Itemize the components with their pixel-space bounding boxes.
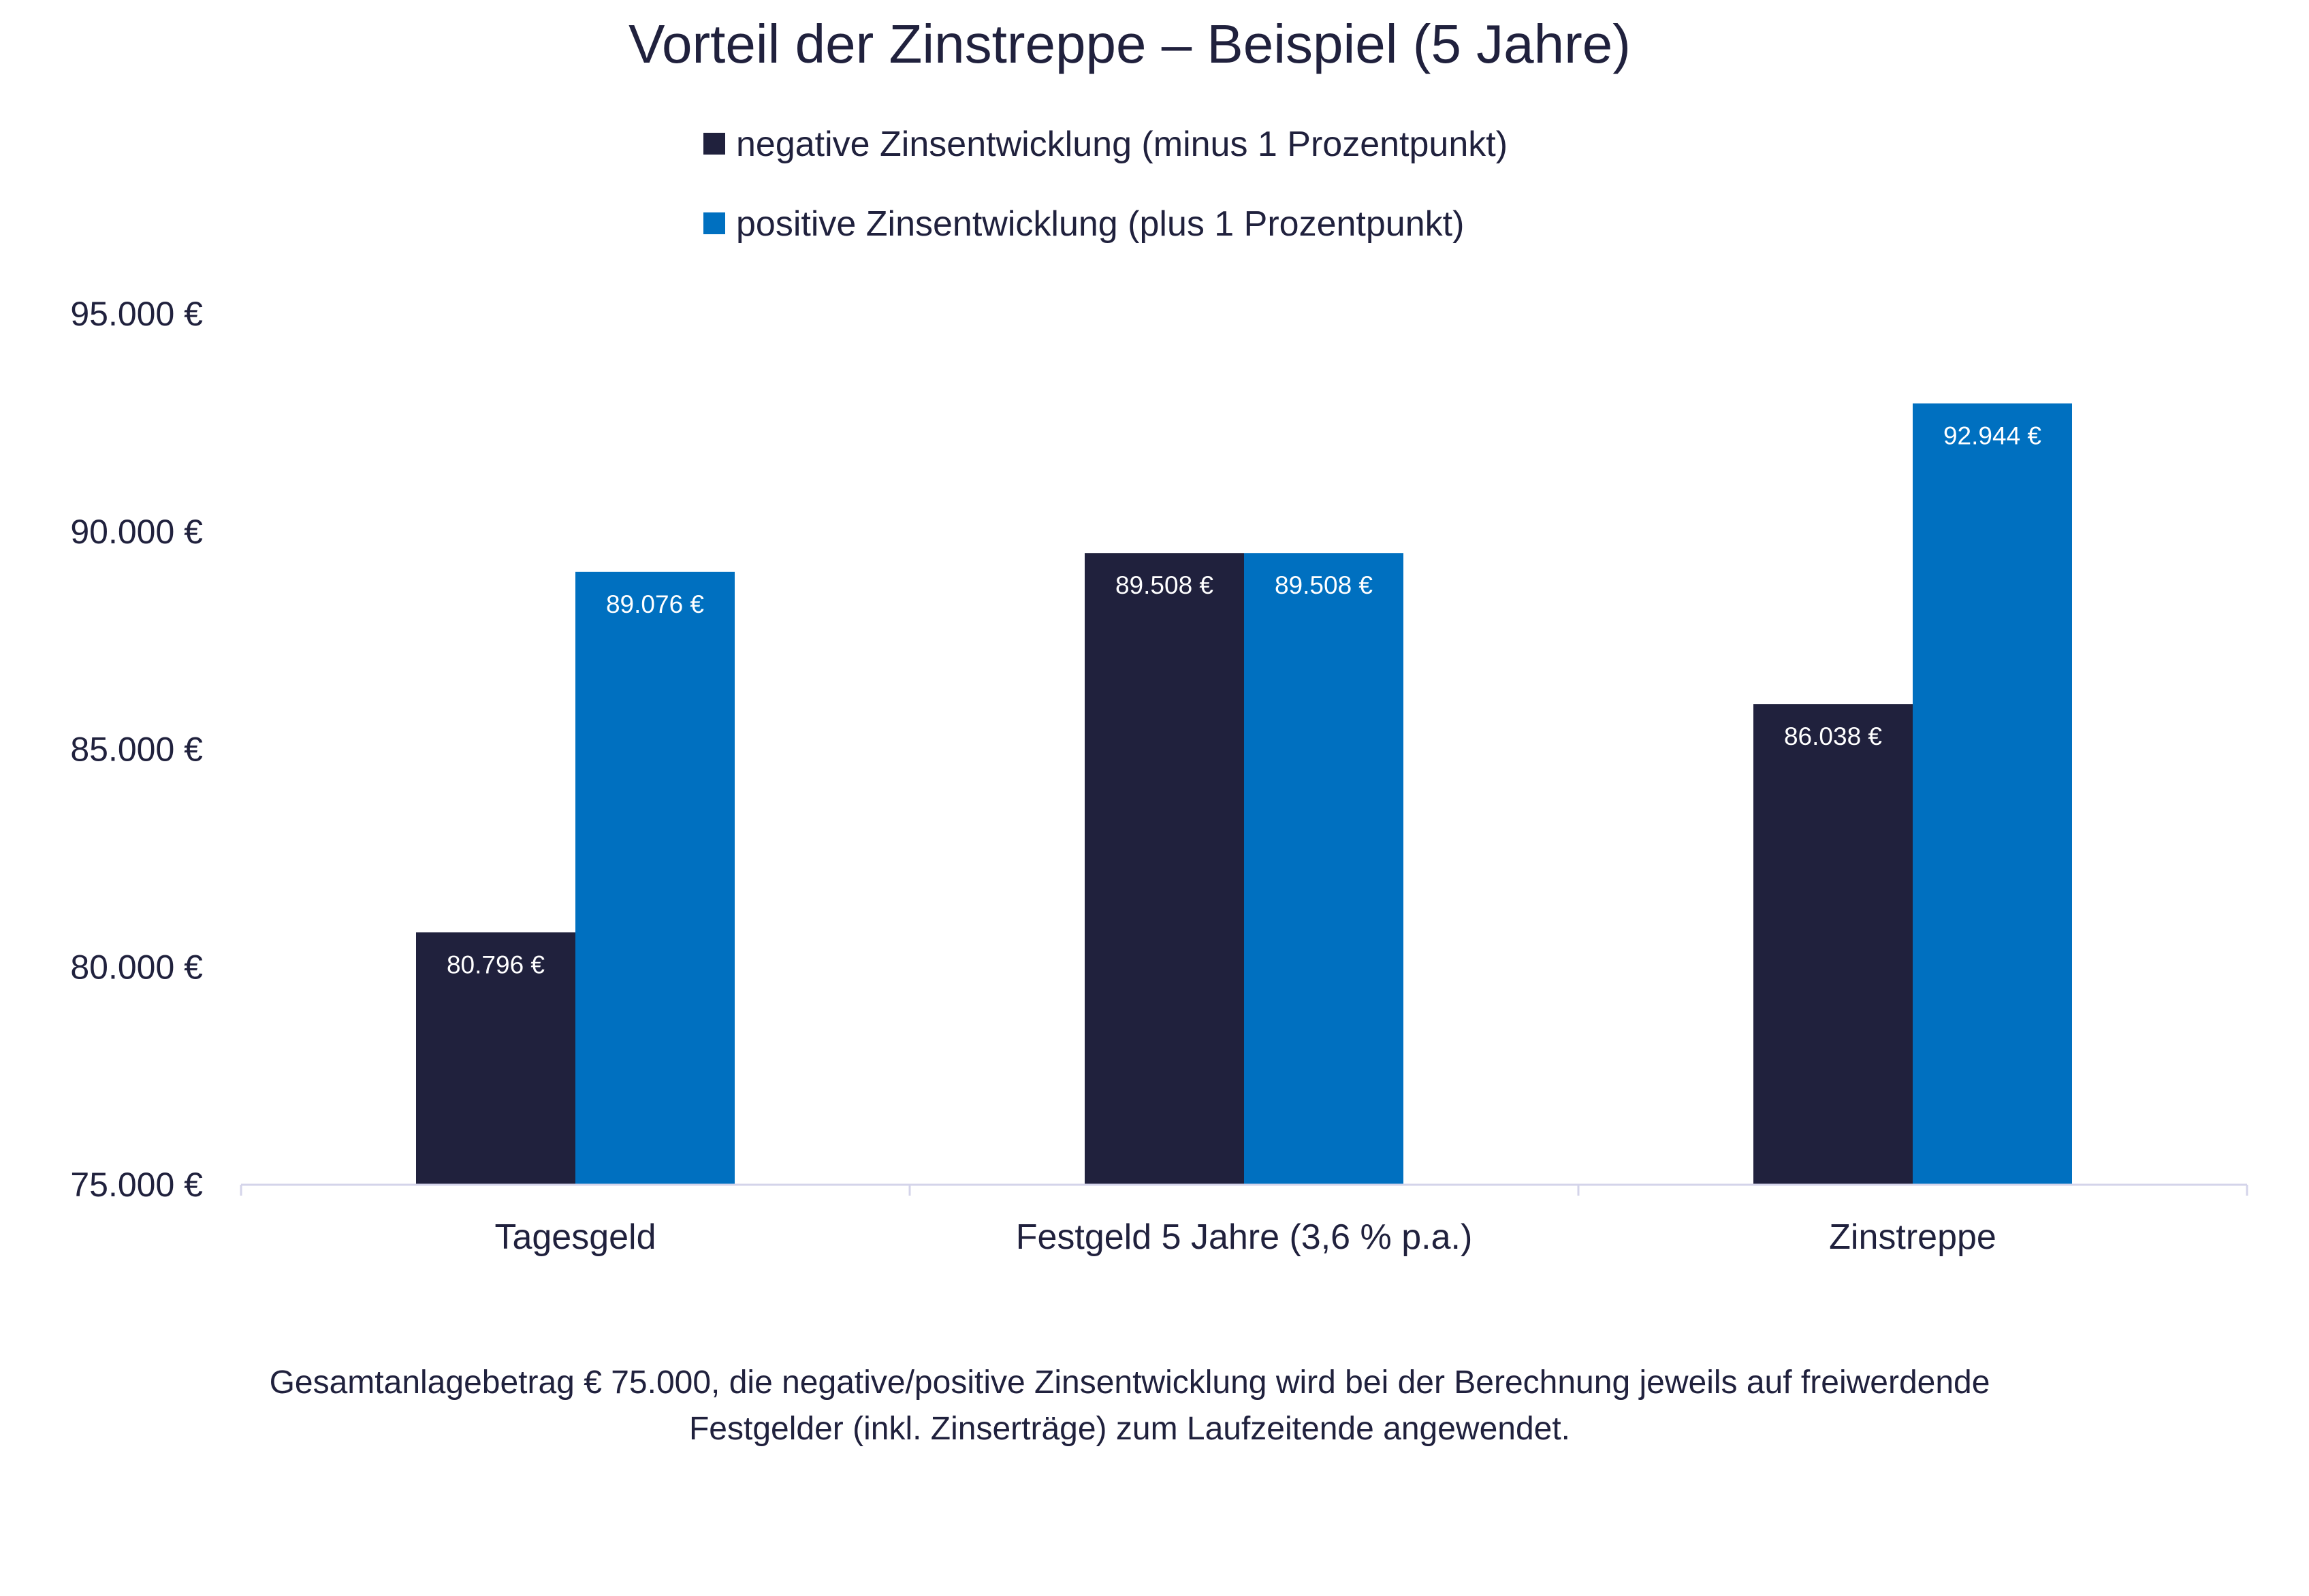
legend-label-positive: positive Zinsentwicklung (plus 1 Prozent…	[736, 204, 1464, 244]
data-label: 89.508 €	[1115, 571, 1213, 599]
bar-negative	[1085, 553, 1244, 1185]
legend-swatch-positive	[703, 212, 725, 234]
data-label: 86.038 €	[1784, 722, 1882, 750]
y-tick-label: 75.000 €	[70, 1166, 203, 1204]
legend-label-negative: negative Zinsentwicklung (minus 1 Prozen…	[736, 125, 1508, 164]
x-tick-label: Festgeld 5 Jahre (3,6 % p.a.)	[1016, 1217, 1473, 1257]
y-tick-label: 90.000 €	[70, 513, 203, 551]
data-label: 80.796 €	[447, 951, 545, 978]
y-tick-label: 95.000 €	[70, 295, 203, 333]
legend: negative Zinsentwicklung (minus 1 Prozen…	[703, 125, 1508, 244]
bar-positive	[1913, 403, 2072, 1185]
chart-title: Vorteil der Zinstreppe – Beispiel (5 Jah…	[628, 14, 1631, 74]
x-tick-label: Tagesgeld	[494, 1217, 656, 1257]
data-label: 89.508 €	[1275, 571, 1373, 599]
bar-negative	[416, 932, 575, 1185]
y-tick-label: 85.000 €	[70, 731, 203, 769]
y-tick-label: 80.000 €	[70, 948, 203, 986]
bar-positive	[575, 571, 735, 1185]
footnote-line-2: Festgelder (inkl. Zinserträge) zum Laufz…	[689, 1411, 1570, 1447]
legend-swatch-negative	[703, 133, 725, 155]
data-label: 92.944 €	[1943, 421, 2041, 449]
footnote-line-1: Gesamtanlagebetrag € 75.000, die negativ…	[270, 1364, 1990, 1401]
bar-negative	[1753, 704, 1913, 1185]
y-axis: 75.000 € 80.000 € 85.000 € 90.000 € 95.000 €	[70, 295, 203, 1204]
x-tick-label: Zinstreppe	[1829, 1217, 1996, 1257]
x-axis: Tagesgeld Festgeld 5 Jahre (3,6 % p.a.) Zi…	[240, 1185, 2248, 1257]
bar-positive	[1244, 553, 1403, 1185]
data-label: 89.076 €	[606, 590, 704, 618]
bars: 80.796 € 89.076 € 89.508 € 89.508 € 86.038 €…	[416, 403, 2072, 1185]
